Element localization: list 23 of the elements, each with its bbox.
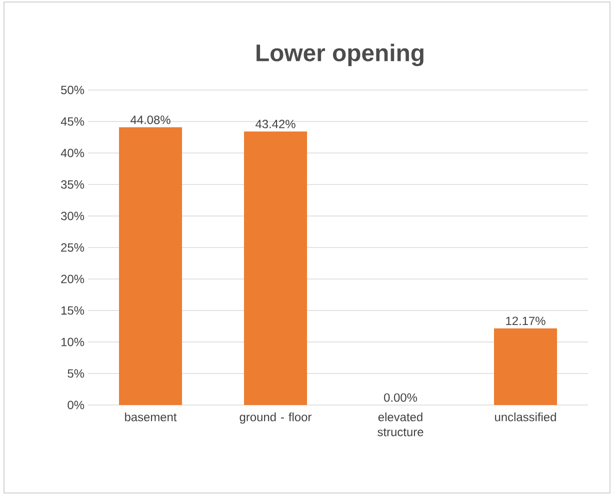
- y-tick-label: 30%: [61, 212, 84, 220]
- y-tick-label: 40%: [60, 148, 84, 158]
- data-label: 44.08%: [130, 116, 170, 124]
- data-label: 43.42%: [256, 120, 296, 128]
- y-tick-label: 15%: [61, 306, 84, 315]
- bar: [244, 131, 308, 405]
- x-tick-label: basement: [125, 412, 177, 422]
- bar: [119, 127, 182, 405]
- data-label: 0.00%: [384, 393, 418, 402]
- y-tick-label: 35%: [61, 180, 84, 189]
- y-tick-label: 25%: [61, 243, 84, 252]
- bar: [494, 328, 558, 405]
- y-tick-label: 20%: [61, 274, 84, 284]
- y-tick-label: 0%: [68, 400, 84, 410]
- y-tick-label: 50%: [61, 86, 84, 94]
- chart-title: Lower opening: [256, 44, 424, 66]
- data-label: 12.17%: [506, 316, 546, 326]
- y-tick-label: 5%: [68, 369, 84, 378]
- x-tick-label: unclassified: [495, 412, 556, 422]
- y-tick-label: 45%: [60, 117, 84, 126]
- x-tick-label: ground - floor: [240, 412, 312, 424]
- y-tick-label: 10%: [61, 338, 84, 346]
- x-tick-label: elevated structure: [378, 412, 424, 436]
